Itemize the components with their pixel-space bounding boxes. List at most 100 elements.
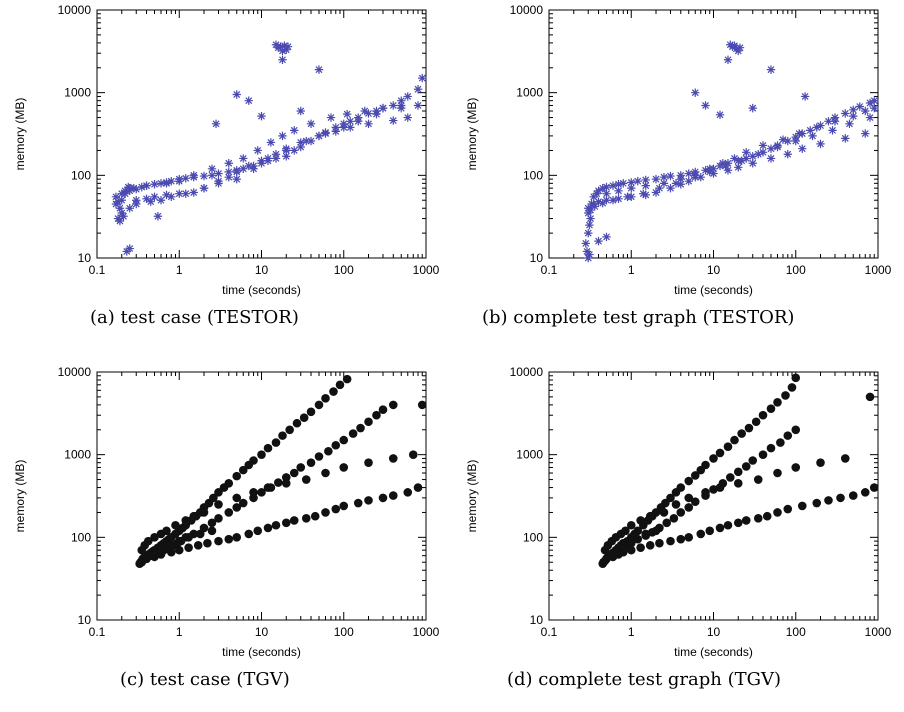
x-axis-label: time (seconds)	[674, 283, 753, 297]
data-point	[364, 119, 373, 129]
data-point	[132, 184, 141, 194]
data-point	[766, 443, 776, 453]
data-point	[751, 417, 761, 427]
data-point	[581, 239, 590, 248]
panel-c: 0.1 1 10 100 1000 10 100 1000 10000 time (seconds…	[0, 362, 452, 712]
x-tick-label: 1	[628, 625, 635, 639]
data-point	[812, 123, 821, 132]
data-point	[238, 465, 248, 475]
data-point	[314, 65, 324, 74]
panel-b: 0.1 1 10 100 1000 10 100 1000 10000 time (seconds…	[452, 0, 904, 350]
data-point	[659, 172, 669, 182]
data-point	[306, 119, 316, 129]
data-point	[232, 533, 242, 542]
data-point	[181, 516, 191, 525]
data-point	[111, 199, 121, 209]
data-point	[397, 96, 406, 105]
data-point	[207, 518, 217, 528]
data-point	[296, 106, 305, 116]
data-point	[329, 387, 338, 396]
data-point	[865, 98, 875, 108]
data-point	[189, 171, 198, 180]
data-point	[211, 119, 221, 129]
data-point	[715, 110, 725, 119]
data-point	[869, 483, 879, 492]
data-point	[791, 373, 801, 383]
x-tick-label: 100	[334, 263, 354, 277]
data-point	[125, 183, 134, 193]
data-point	[705, 526, 715, 536]
data-point	[214, 176, 223, 186]
data-point	[684, 503, 694, 512]
data-point	[289, 468, 299, 478]
data-point	[671, 500, 681, 509]
data-points	[581, 40, 879, 263]
data-point	[244, 529, 254, 539]
data-point	[162, 526, 171, 536]
data-point	[257, 450, 266, 459]
data-point	[730, 435, 739, 445]
data-point	[146, 197, 155, 206]
data-point	[696, 172, 705, 182]
data-point	[167, 192, 176, 201]
y-tick-label: 100	[523, 530, 543, 544]
data-point	[278, 46, 287, 56]
data-point	[224, 508, 234, 517]
data-point	[271, 520, 281, 530]
data-point	[773, 397, 782, 407]
data-point	[339, 463, 349, 472]
data-point	[299, 413, 309, 423]
y-tick-label: 10	[530, 251, 544, 265]
data-point	[645, 511, 655, 521]
data-point	[162, 190, 171, 200]
data-point	[776, 438, 785, 447]
data-point	[824, 117, 833, 126]
data-point	[301, 513, 311, 523]
x-tick-label: 1000	[865, 263, 892, 277]
data-point	[766, 144, 776, 153]
data-point	[342, 374, 352, 384]
data-point	[364, 109, 373, 118]
data-point	[641, 181, 650, 190]
data-point	[762, 511, 772, 521]
data-point	[791, 425, 801, 435]
data-point	[666, 536, 675, 546]
data-point	[666, 493, 675, 503]
data-point	[741, 516, 751, 525]
data-point	[181, 189, 190, 198]
data-point	[224, 172, 233, 182]
data-point	[417, 400, 427, 410]
data-point	[285, 425, 294, 435]
data-point	[723, 166, 733, 175]
y-axis-label: memory (MB)	[465, 98, 479, 171]
data-point	[214, 536, 223, 546]
caption-b: (b) complete test graph (TESTOR)	[482, 307, 795, 328]
data-point	[296, 463, 306, 472]
data-point	[800, 92, 810, 101]
data-point	[271, 150, 281, 159]
data-point	[132, 199, 141, 209]
data-point	[314, 400, 324, 410]
data-point	[162, 179, 171, 188]
data-point	[696, 529, 706, 539]
data-point	[630, 533, 639, 542]
data-point	[150, 533, 159, 542]
data-point	[758, 141, 768, 150]
panel-d: 0.1 1 10 100 1000 10 100 1000 10000 time (seconds…	[452, 362, 904, 712]
data-point	[346, 123, 355, 132]
data-point	[342, 109, 352, 119]
scatter-chart-a: 0.1 1 10 100 1000 10 100 1000 10000 time (seconds…	[13, 3, 440, 297]
data-point	[754, 150, 763, 159]
data-point	[742, 148, 751, 157]
y-tick-label: 10000	[58, 365, 92, 379]
data-point	[701, 101, 710, 110]
data-point	[730, 154, 739, 163]
data-point	[253, 526, 263, 536]
data-point	[378, 405, 388, 414]
x-tick-label: 10	[707, 263, 721, 277]
data-point	[249, 488, 258, 497]
data-point	[608, 181, 618, 190]
data-point	[715, 448, 725, 458]
data-point	[207, 526, 217, 536]
data-point	[758, 148, 768, 157]
